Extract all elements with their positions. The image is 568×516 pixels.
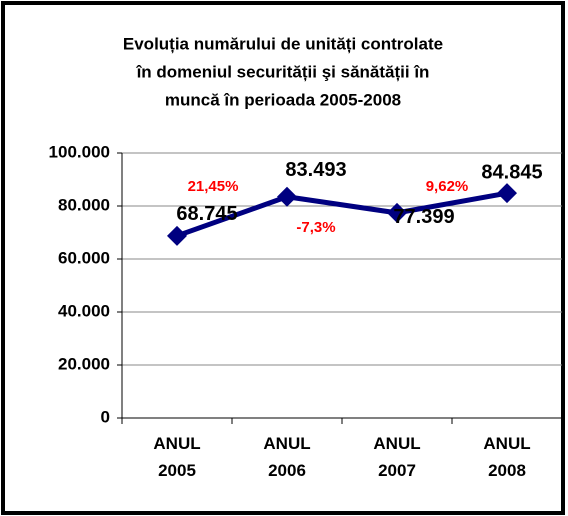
marker: [167, 225, 187, 246]
y-tick-label: 0: [101, 407, 110, 426]
annotation: -7,3%: [296, 219, 335, 236]
x-tick-label: ANUL 2006: [263, 434, 311, 480]
data-label: 83.493: [285, 159, 346, 181]
series-line: [176, 190, 508, 239]
y-tick-label: 100.000: [49, 142, 110, 161]
y-tick-label: 60.000: [58, 248, 110, 267]
marker: [387, 202, 407, 223]
x-tick-label: ANUL 2005: [153, 434, 201, 480]
chart-title: Evoluția numărului de unități controlate: [123, 34, 443, 53]
chart-title: în domeniul securității şi sănătății în: [136, 62, 430, 81]
y-tick-label: 80.000: [58, 195, 110, 214]
annotation: 9,62%: [426, 178, 469, 195]
data-label: 84.845: [481, 161, 542, 183]
y-tick-label: 40.000: [58, 301, 110, 320]
marker: [497, 183, 517, 204]
data-label: 77.399: [393, 206, 454, 228]
marker: [277, 186, 297, 207]
chart-title: muncă în perioada 2005-2008: [165, 90, 401, 109]
x-tick-label: ANUL 2007: [373, 434, 421, 480]
y-tick-label: 20.000: [58, 354, 110, 373]
data-label: 68.745: [176, 203, 237, 225]
x-tick-label: ANUL 2008: [483, 434, 531, 480]
annotation: 21,45%: [188, 178, 239, 195]
